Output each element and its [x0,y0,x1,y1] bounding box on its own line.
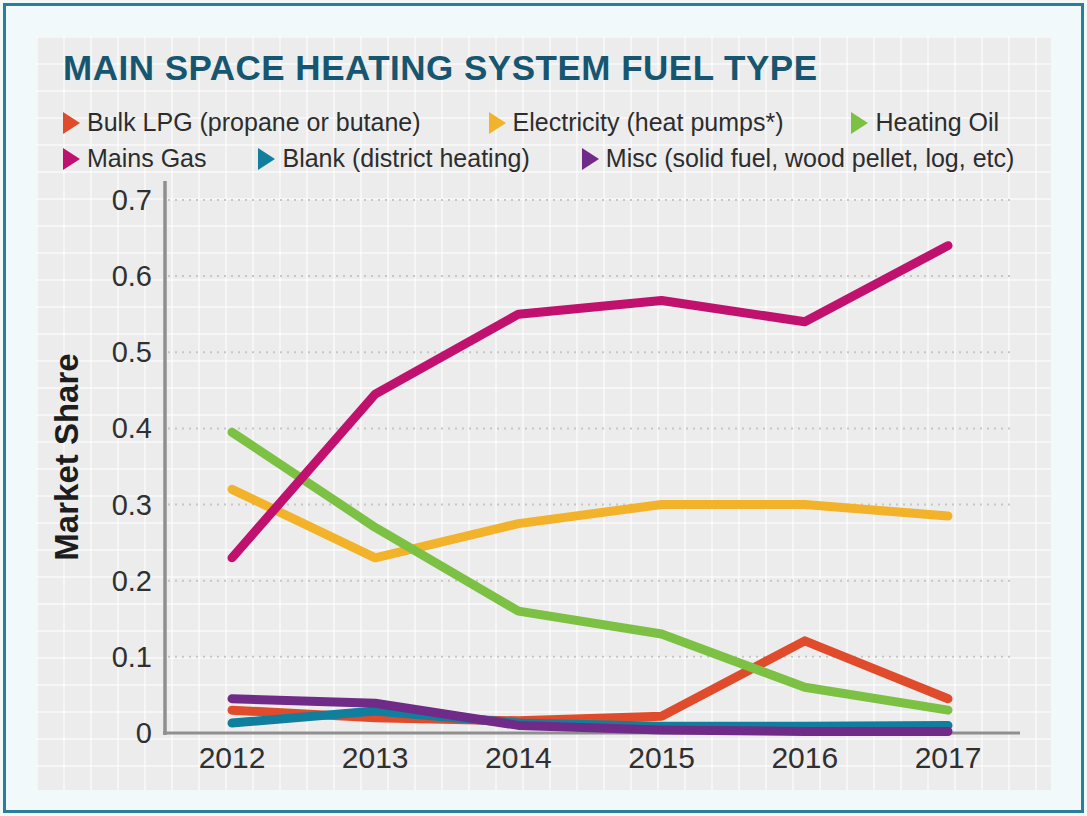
triangle-marker-icon [489,112,506,134]
legend-item-bulk-lpg-propane-or-butane: Bulk LPG (propane or butane) [63,108,421,137]
legend: Bulk LPG (propane or butane) Electricity … [63,108,1053,180]
triangle-marker-icon [63,112,80,134]
legend-label: Mains Gas [87,144,206,173]
triangle-marker-icon [851,112,868,134]
legend-row-2: Mains Gas Blank (district heating) Misc (s… [63,144,1053,173]
triangle-marker-icon [63,148,80,170]
legend-label: Bulk LPG (propane or butane) [87,108,421,137]
legend-item-heating-oil: Heating Oil [851,108,999,137]
legend-label: Electricity (heat pumps*) [513,108,784,137]
legend-item-misc-solid-fuel-wood-pellet-log-etc: Misc (solid fuel, wood pellet, log, etc) [582,144,1015,173]
legend-label: Misc (solid fuel, wood pellet, log, etc) [606,144,1015,173]
chart-content: MAIN SPACE HEATING SYSTEM FUEL TYPE Bulk… [0,0,1087,816]
chart-title: MAIN SPACE HEATING SYSTEM FUEL TYPE [63,48,818,88]
legend-item-blank-district-heating: Blank (district heating) [258,144,529,173]
legend-row-1: Bulk LPG (propane or butane) Electricity … [63,108,1053,137]
legend-item-mains-gas: Mains Gas [63,144,206,173]
triangle-marker-icon [258,148,275,170]
legend-label: Blank (district heating) [282,144,529,173]
legend-item-electricity-heat-pumps: Electricity (heat pumps*) [489,108,784,137]
legend-label: Heating Oil [875,108,999,137]
triangle-marker-icon [582,148,599,170]
